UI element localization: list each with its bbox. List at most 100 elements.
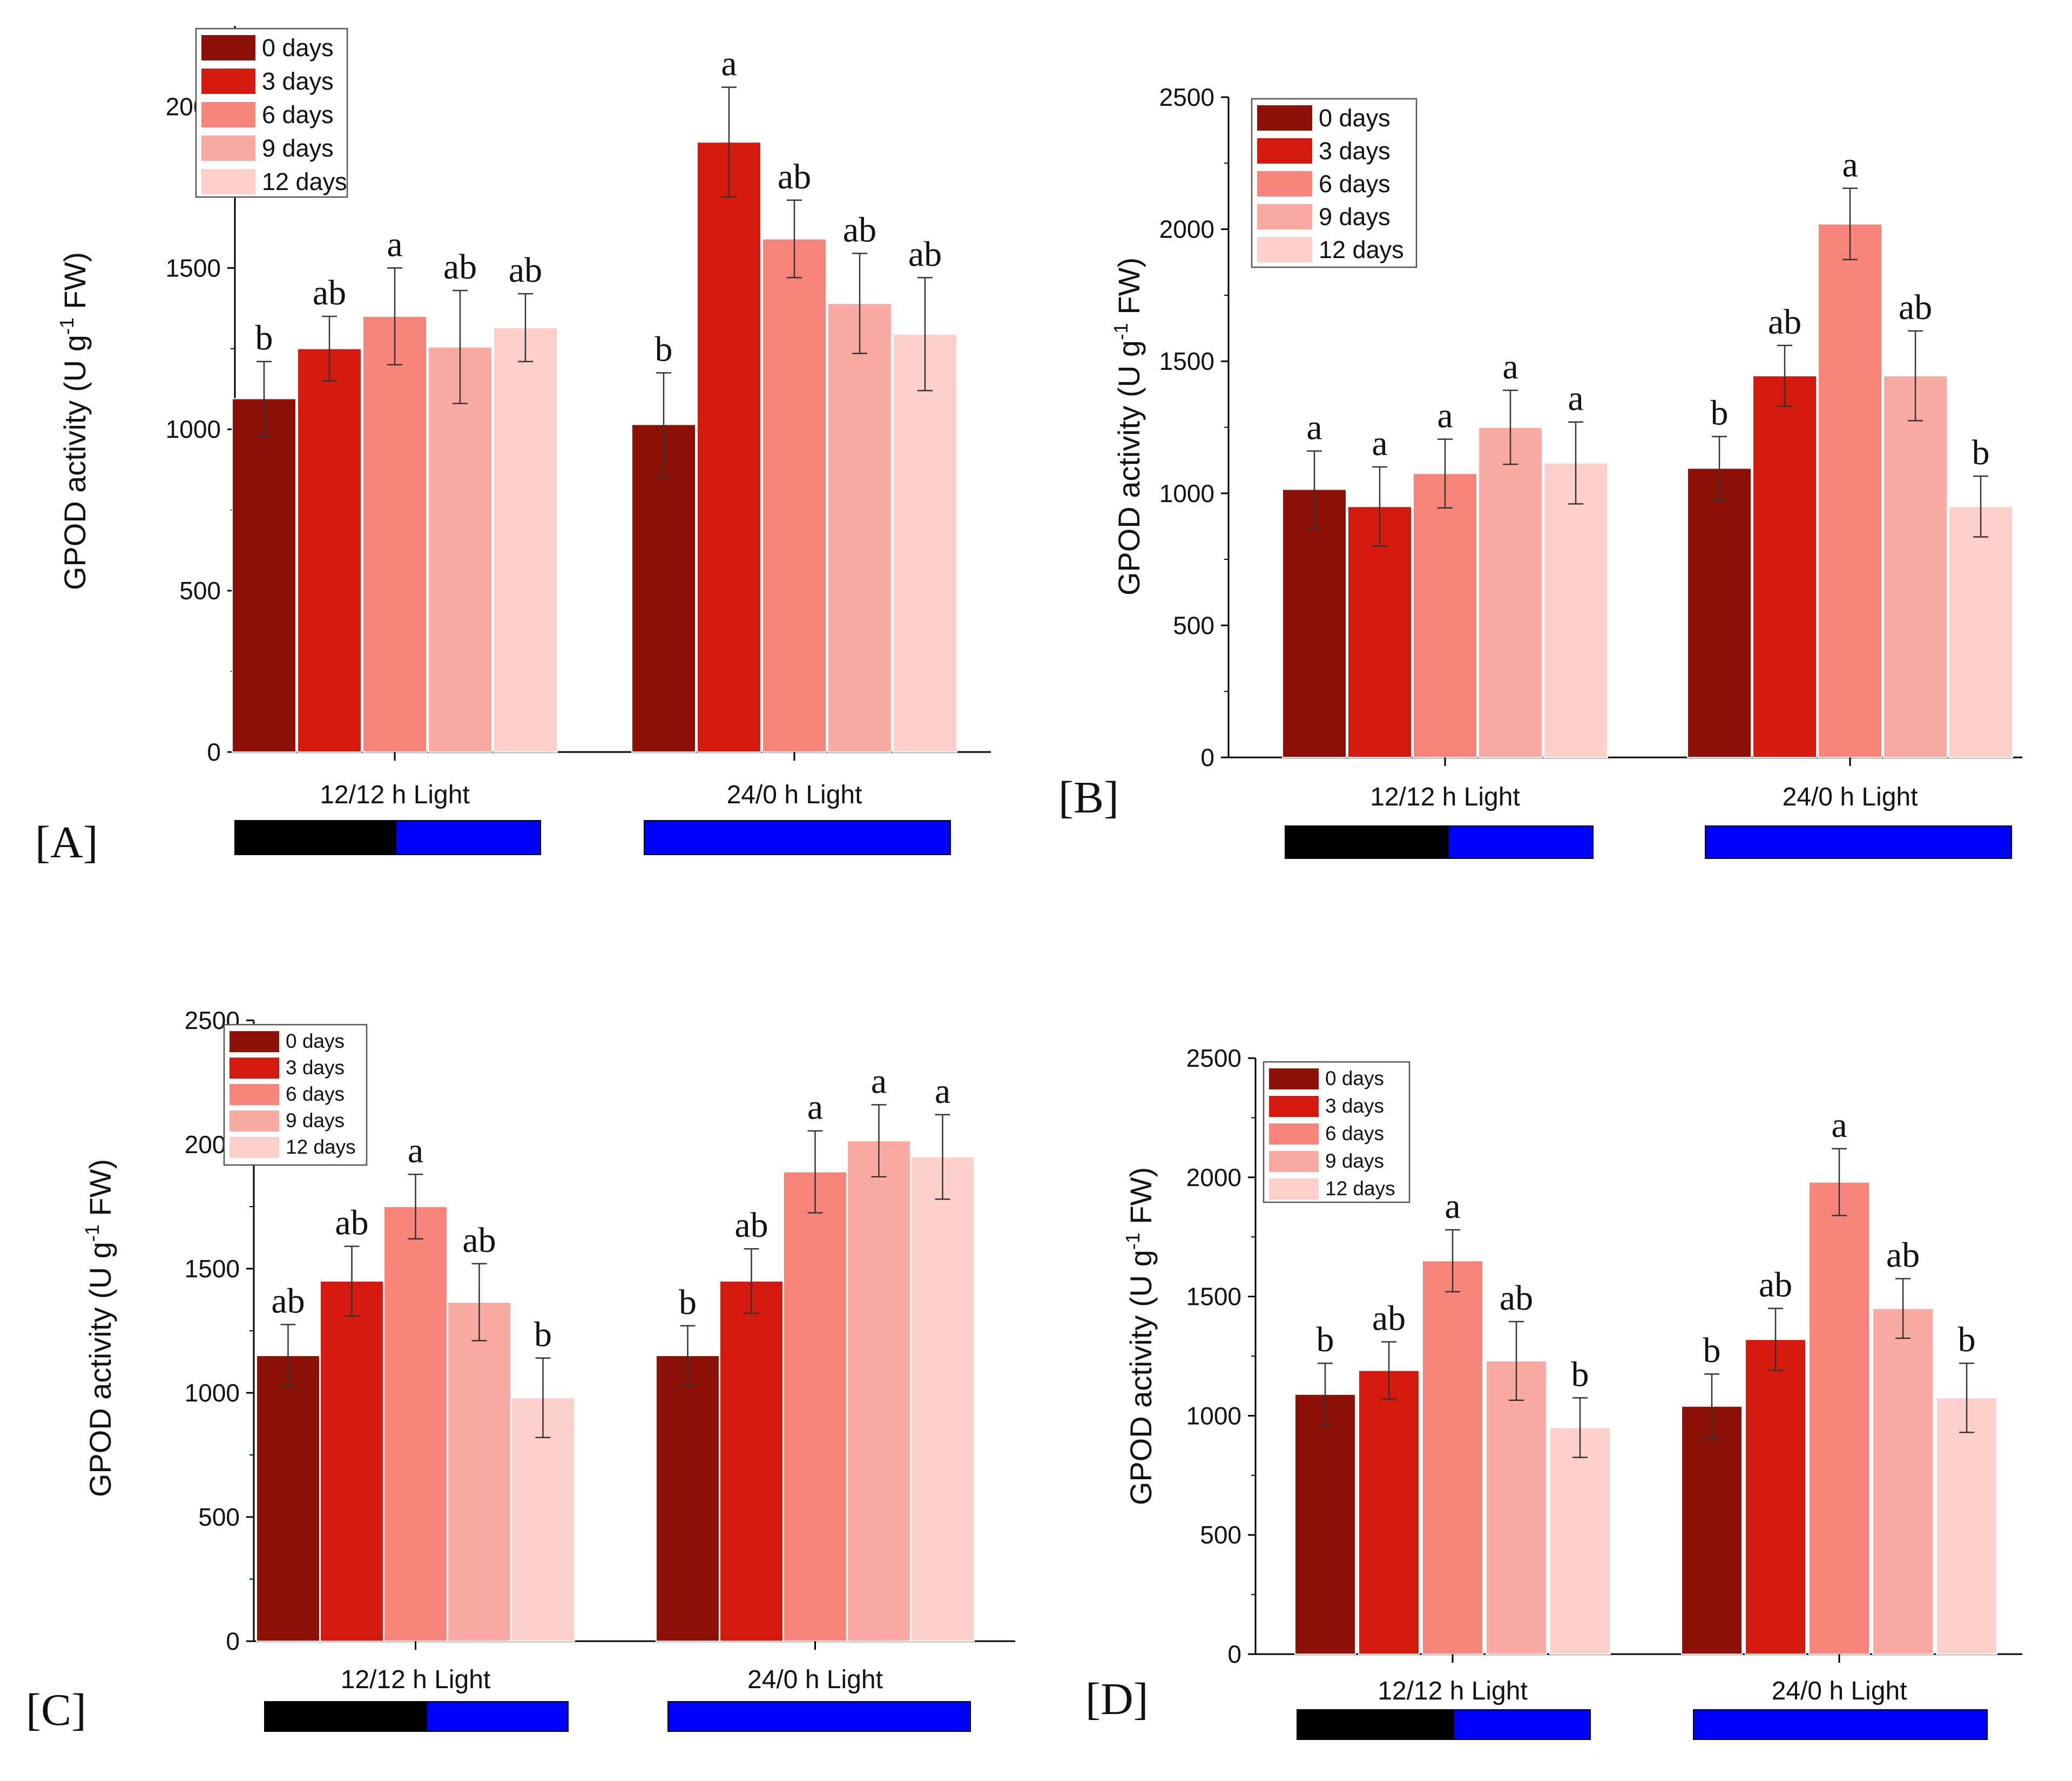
significance-label: b xyxy=(679,1283,697,1322)
light-regime-bar xyxy=(1297,1709,1454,1740)
legend-entry: 0 days xyxy=(1319,104,1391,132)
significance-label: a xyxy=(1831,1106,1847,1145)
y-tick-label: 1000 xyxy=(1159,479,1214,507)
significance-label: a xyxy=(807,1088,823,1127)
legend-entry: 12 days xyxy=(1325,1177,1395,1200)
light-regime-bar xyxy=(426,1701,569,1732)
legend-entry: 6 days xyxy=(1325,1122,1384,1145)
legend-entry: 3 days xyxy=(1325,1095,1384,1117)
y-axis-label-tail: FW) xyxy=(1112,258,1146,323)
bar xyxy=(910,1156,975,1642)
bar xyxy=(656,1355,720,1642)
bar xyxy=(1486,1360,1547,1655)
significance-label: ab xyxy=(1886,1235,1920,1275)
y-tick-label: 1500 xyxy=(1186,1283,1241,1311)
significance-label: ab xyxy=(1759,1265,1792,1305)
legend-entry: 0 days xyxy=(1325,1067,1384,1089)
legend-swatch xyxy=(1269,1068,1319,1089)
significance-label: b xyxy=(534,1315,552,1355)
bar xyxy=(1413,473,1477,758)
y-tick-label: 1500 xyxy=(166,254,221,282)
legend-swatch xyxy=(1269,1151,1319,1172)
x-category-label: 12/12 h Light xyxy=(320,781,470,809)
significance-label: ab xyxy=(734,1206,768,1245)
legend-entry: 9 days xyxy=(286,1109,345,1132)
y-axis-label: GPOD activity (U g-1 FW) xyxy=(56,252,92,590)
y-axis-label: GPOD activity (U g-1 FW) xyxy=(1122,1167,1158,1505)
y-axis-label-superscript: -1 xyxy=(56,317,78,335)
legend: 0 days 3 days 6 days 9 days 12 days xyxy=(223,1024,368,1166)
x-category-label: 12/12 h Light xyxy=(341,1665,491,1694)
bar xyxy=(493,327,558,753)
bar xyxy=(1681,1405,1743,1655)
x-category-label: 12/12 h Light xyxy=(1378,1677,1528,1705)
legend-swatch xyxy=(201,169,255,194)
legend-swatch xyxy=(230,1031,279,1052)
bar xyxy=(1358,1370,1420,1655)
bar xyxy=(1687,468,1752,758)
bar xyxy=(1883,375,1948,758)
significance-label: b xyxy=(1317,1320,1334,1359)
legend: 0 days 3 days 6 days 9 days 12 days xyxy=(195,28,348,198)
legend-entry: 9 days xyxy=(1325,1150,1384,1172)
y-tick-label: 2000 xyxy=(1186,1163,1241,1191)
legend-swatch xyxy=(230,1084,279,1105)
panel-label: [C] xyxy=(26,1685,86,1735)
y-tick-label: 0 xyxy=(226,1627,240,1655)
bar xyxy=(1948,506,2013,758)
significance-label: a xyxy=(1372,424,1387,463)
y-tick-label: 2500 xyxy=(1186,1044,1241,1072)
significance-label: ab xyxy=(1372,1299,1406,1338)
x-category-label: 24/0 h Light xyxy=(1772,1677,1907,1705)
bar xyxy=(827,303,892,753)
y-axis-label: GPOD activity (U g-1 FW) xyxy=(1110,258,1146,595)
significance-label: b xyxy=(1571,1355,1589,1394)
significance-label: ab xyxy=(1500,1278,1533,1318)
light-regime-bar xyxy=(1285,825,1449,859)
significance-label: ab xyxy=(443,247,477,287)
legend-swatch xyxy=(230,1058,279,1079)
bar xyxy=(1347,506,1412,758)
bar xyxy=(1752,375,1817,758)
y-axis-label-main: GPOD activity (U g xyxy=(58,335,92,590)
bar xyxy=(1808,1181,1870,1655)
y-axis-label-main: GPOD activity (U g xyxy=(83,1242,117,1497)
legend: 0 days 3 days 6 days 9 days 12 days xyxy=(1251,98,1418,268)
significance-label: a xyxy=(1502,347,1518,387)
panel-label: [A] xyxy=(35,817,98,868)
x-category-label: 24/0 h Light xyxy=(1783,783,1918,811)
legend-swatch xyxy=(230,1110,279,1132)
legend-entry: 12 days xyxy=(286,1136,356,1158)
significance-label: ab xyxy=(1899,288,1932,327)
bar xyxy=(1422,1260,1483,1655)
bar xyxy=(1549,1427,1611,1655)
y-axis-label-tail: FW) xyxy=(83,1159,117,1224)
significance-label: ab xyxy=(843,210,876,249)
bar xyxy=(232,398,296,753)
bar xyxy=(719,1281,784,1642)
bar xyxy=(447,1302,511,1642)
legend-swatch xyxy=(230,1137,279,1158)
chart-panel-2: 0 500 1000 1500 2000 2500 GPOD activity (U g-1… xyxy=(1058,83,2022,859)
bar xyxy=(297,348,362,753)
bar xyxy=(428,346,492,753)
bar xyxy=(1478,426,1543,758)
y-tick-label: 2500 xyxy=(1159,83,1214,111)
y-axis-label-superscript: -1 xyxy=(81,1224,103,1242)
significance-label: b xyxy=(1703,1331,1721,1370)
significance-label: b xyxy=(1972,433,1990,472)
legend-swatch xyxy=(1269,1096,1319,1117)
x-category-label: 24/0 h Light xyxy=(747,1665,883,1694)
legend-entry: 6 days xyxy=(262,101,334,128)
significance-label: ab xyxy=(1768,302,1801,342)
bar xyxy=(1745,1339,1806,1655)
legend-entry: 9 days xyxy=(262,134,334,162)
significance-label: a xyxy=(1445,1187,1460,1226)
chart-panel-4: 0 500 1000 1500 2000 2500 GPOD activity (U g-1… xyxy=(1085,1044,2022,1740)
y-axis-label-superscript: -1 xyxy=(1122,1233,1144,1250)
legend-entry: 6 days xyxy=(286,1083,345,1105)
significance-label: ab xyxy=(509,250,542,290)
legend-entry: 6 days xyxy=(1319,170,1391,198)
